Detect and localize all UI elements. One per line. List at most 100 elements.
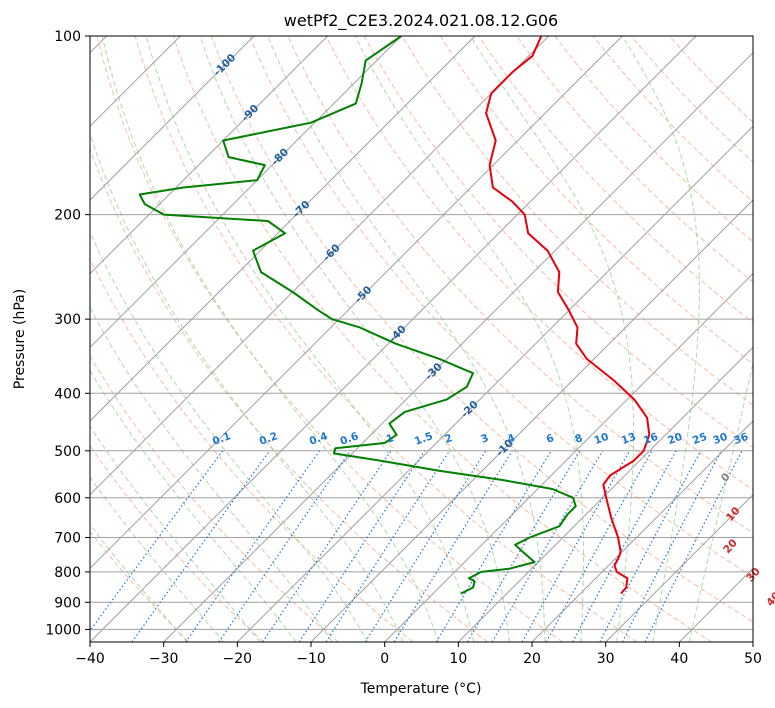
y-tick-label: 100 — [54, 29, 81, 45]
plot-frame — [89, 35, 754, 643]
dewpoint-line — [138, 36, 577, 595]
y-tick-label: 700 — [54, 531, 81, 547]
x-tick-label: −20 — [223, 651, 253, 667]
dry-adiabat — [90, 354, 339, 642]
mixing-ratio-label: 0.1 — [211, 430, 233, 448]
y-tick-label: 400 — [54, 386, 81, 402]
isotherm — [752, 641, 753, 642]
dry-adiabat — [134, 36, 638, 642]
mixing-ratio-line — [325, 450, 451, 642]
x-tick-label: −30 — [149, 651, 179, 667]
mixing-ratio-label: 10 — [593, 431, 611, 447]
moist-adiabat — [199, 36, 510, 642]
isotherm — [163, 51, 753, 642]
moist-adiabat — [90, 523, 188, 642]
isotherm — [90, 36, 255, 201]
mixing-ratio-line — [435, 450, 552, 642]
isotherm — [90, 36, 329, 275]
dry-adiabat — [211, 36, 753, 623]
x-tick-label: 20 — [523, 651, 541, 667]
x-tick-label: −10 — [296, 651, 326, 667]
mixing-ratio-line — [185, 450, 321, 642]
mixing-ratio-line — [90, 450, 224, 632]
y-axis-label: Pressure (hPa) — [12, 289, 28, 389]
mixing-ratio-label: 6 — [545, 432, 556, 446]
mixing-ratio-line — [131, 450, 271, 642]
dry-adiabat — [90, 530, 190, 642]
dry-adiabat — [325, 36, 753, 491]
theta-label: 40 — [764, 590, 775, 609]
x-axis: −40 −30 −20 −10 0 10 20 30 40 50 — [75, 642, 762, 667]
mixing-ratio-line — [262, 450, 392, 642]
y-tick-label: 900 — [54, 595, 81, 611]
y-axis: 100 200 300 400 500 600 700 800 900 1000 — [45, 29, 90, 638]
mixing-ratio-label: 0.4 — [308, 430, 330, 448]
dry-adiabat — [96, 36, 563, 642]
x-tick-label: 50 — [744, 651, 762, 667]
moist-adiabat — [267, 36, 546, 642]
dry-adiabat — [172, 36, 712, 642]
mixing-ratio-line — [572, 450, 677, 642]
data-lines — [138, 36, 651, 595]
moist-adiabat — [470, 36, 634, 642]
y-tick-label: 600 — [54, 491, 81, 507]
moist-adiabat — [90, 132, 404, 642]
mixing-ratio-line — [599, 450, 702, 642]
isotherm — [457, 346, 753, 642]
mixing-ratio-label: 2 — [443, 432, 454, 446]
isotherm — [90, 36, 550, 496]
isotherm — [605, 493, 753, 642]
theta-label: 30 — [744, 566, 763, 585]
x-tick-label: 30 — [597, 651, 615, 667]
mixing-ratio-label: 3 — [479, 432, 490, 446]
x-tick-label: −40 — [75, 651, 105, 667]
moist-adiabat — [90, 476, 225, 642]
y-tick-label: 500 — [54, 444, 81, 460]
dry-adiabat — [363, 36, 753, 448]
y-tick-label: 800 — [54, 565, 81, 581]
y-tick-label: 1000 — [45, 622, 81, 638]
mixing-ratio-label: 25 — [691, 431, 709, 447]
isotherm — [90, 36, 623, 570]
isotherm — [310, 199, 753, 642]
moist-adiabat — [145, 36, 475, 642]
mixing-ratio-label: 30 — [711, 431, 729, 447]
moist-adiabat — [90, 230, 369, 642]
isotherm — [384, 272, 753, 642]
mixing-ratio-line — [644, 450, 743, 642]
temperature-line — [485, 36, 651, 595]
theta-label: 20 — [721, 537, 740, 556]
moist-adiabat — [621, 36, 700, 642]
mixing-ratio-line — [621, 450, 722, 642]
mixing-ratio-label: 16 — [642, 431, 660, 447]
moist-adiabat — [90, 425, 261, 642]
x-tick-label: 0 — [380, 651, 389, 667]
moist-adiabat — [688, 360, 753, 642]
isotherm — [531, 420, 753, 642]
isotherm — [90, 36, 476, 422]
isotherm — [90, 36, 697, 642]
mixing-ratio-label: 1.5 — [413, 430, 435, 448]
moist-adiabat — [90, 306, 333, 642]
mixing-ratio-label: 13 — [620, 431, 638, 447]
mixing-ratio-label: 8 — [573, 432, 584, 446]
dry-adiabat — [516, 36, 753, 283]
isotherm — [236, 125, 753, 642]
dry-adiabat — [249, 36, 753, 578]
x-tick-label: 10 — [449, 651, 467, 667]
dry-adiabat — [90, 257, 414, 642]
mixing-ratio-line — [218, 450, 351, 642]
y-tick-label: 300 — [54, 312, 81, 328]
isotherm — [90, 36, 402, 349]
mixing-ratio-label: 1 — [385, 432, 396, 446]
mixing-ratio-label: 0.2 — [258, 430, 280, 448]
mixing-ratio-line — [545, 450, 653, 642]
mixing-ratio-label: 0.6 — [339, 430, 361, 448]
mixing-ratio-label: 4 — [506, 432, 517, 446]
mixing-ratio-line — [298, 450, 426, 642]
dry-adiabat — [554, 36, 753, 243]
dry-adiabat — [669, 36, 753, 124]
mixing-ratio-label: 36 — [732, 431, 750, 447]
moist-adiabat — [101, 36, 439, 642]
